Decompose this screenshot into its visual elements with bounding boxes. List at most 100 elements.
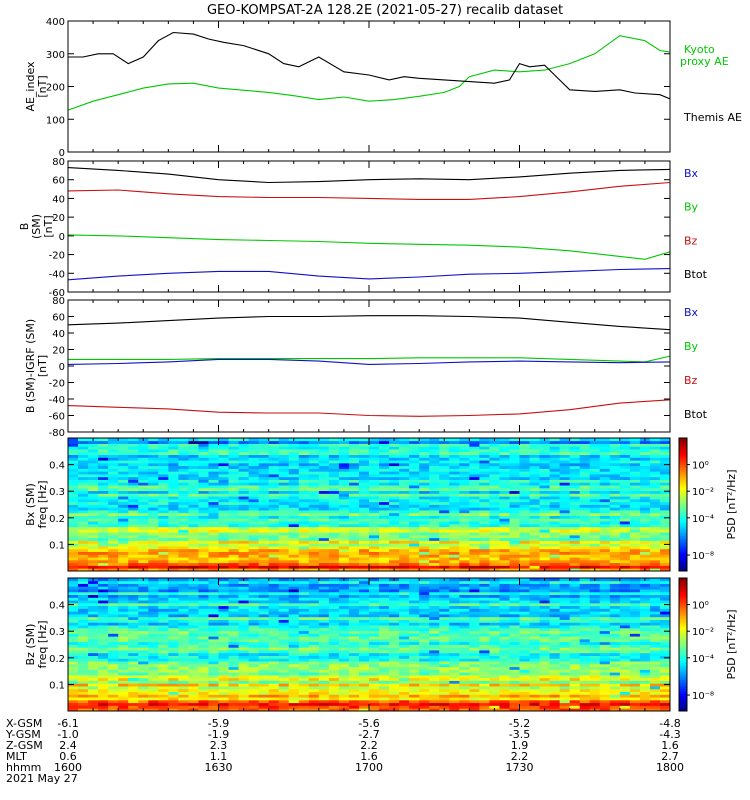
spectrogram-cell <box>188 504 199 508</box>
spectrogram-cell <box>599 482 611 486</box>
spectrogram-cell <box>348 457 360 461</box>
spectrogram-cell <box>118 462 129 467</box>
spectrogram-cell <box>288 482 300 486</box>
spectrogram-cell <box>238 532 249 536</box>
spectrogram-cell <box>569 548 581 552</box>
spectrogram-cell <box>138 546 149 550</box>
spectrogram-cell <box>499 663 510 668</box>
spectrogram-cell <box>228 526 239 530</box>
spectrogram-cell <box>619 655 631 659</box>
spectrogram-cell <box>118 697 129 701</box>
spectrogram-cell <box>308 476 320 480</box>
spectrogram-cell <box>78 468 89 472</box>
spectrogram-cell <box>178 490 189 494</box>
spectrogram-cell <box>629 641 641 645</box>
y-axis-label-part: [nT] <box>42 215 55 237</box>
spectrogram-cell <box>519 702 530 706</box>
spectrogram-cell <box>429 540 440 544</box>
spectrogram-cell <box>379 548 390 552</box>
spectrogram-cell <box>479 680 490 684</box>
spectrogram-cell <box>659 568 671 572</box>
spectrogram-cell <box>419 474 430 478</box>
spectrogram-cell <box>499 496 510 500</box>
spectrogram-cell <box>629 529 641 533</box>
spectrogram-cell <box>128 515 139 519</box>
spectrogram-cell <box>629 546 641 550</box>
spectrogram-cell <box>298 708 310 712</box>
spectrogram-cell <box>469 501 480 505</box>
spectrogram-cell <box>369 702 380 706</box>
spectrogram-cell <box>268 493 280 497</box>
spectrogram-cell <box>499 501 510 505</box>
spectrogram-cell <box>278 708 290 712</box>
spectrogram-cell <box>198 490 209 494</box>
spectrogram-cell <box>529 546 540 550</box>
spectrogram-cell <box>449 534 460 539</box>
spectrogram-cell <box>579 540 591 544</box>
spectrogram-cell <box>539 554 550 558</box>
series-line-by <box>67 234 671 260</box>
spectrogram-cell <box>589 446 601 450</box>
spectrogram-cell <box>218 650 229 654</box>
spectrogram-cell <box>459 443 470 447</box>
colorbar-step <box>679 497 687 501</box>
spectrogram-cell <box>348 568 360 572</box>
spectrogram-cell <box>439 655 450 659</box>
spectrogram-cell <box>268 548 280 552</box>
spectrogram-cell <box>68 504 79 508</box>
spectrogram-cell <box>338 650 350 654</box>
spectrogram-cell <box>78 636 89 640</box>
spectrogram-cell <box>328 677 340 681</box>
spectrogram-cell <box>288 451 300 456</box>
spectrogram-cell <box>409 638 420 643</box>
spectrogram-cell <box>238 647 249 651</box>
spectrogram-cell <box>108 694 119 698</box>
spectrogram-cell <box>78 658 89 662</box>
spectrogram-cell <box>298 504 310 508</box>
spectrogram-cell <box>449 454 460 458</box>
spectrogram-cell <box>559 443 571 447</box>
spectrogram-cell <box>168 443 179 447</box>
spectrogram-cell <box>399 641 410 645</box>
spectrogram-cell <box>138 557 149 561</box>
spectrogram-cell <box>419 546 430 550</box>
spectrogram-cell <box>499 510 510 514</box>
spectrogram-cell <box>369 507 380 511</box>
spectrogram-cell <box>318 510 330 514</box>
spectrogram-cell <box>409 699 420 704</box>
spectrogram-cell <box>198 468 209 472</box>
spectrogram-cell <box>258 534 270 539</box>
spectrogram-cell <box>288 510 300 514</box>
spectrogram-cell <box>439 532 450 536</box>
spectrogram-cell <box>288 546 300 550</box>
colorbar-step <box>679 471 687 474</box>
spectrogram-cell <box>529 496 540 500</box>
spectrogram-cell <box>369 548 380 552</box>
spectrogram-cell <box>399 476 410 480</box>
spectrogram-cell <box>439 521 450 525</box>
spectrogram-cell <box>218 655 229 659</box>
spectrogram-cell <box>409 644 420 648</box>
spectrogram-cell <box>499 658 510 662</box>
spectrogram-cell <box>609 465 621 469</box>
spectrogram-cell <box>128 663 139 668</box>
spectrogram-cell <box>529 568 540 572</box>
spectrogram-cell <box>188 666 199 670</box>
spectrogram-cell <box>198 686 209 690</box>
spectrogram-cell <box>599 512 611 516</box>
spectrogram-cell <box>208 471 219 475</box>
spectrogram-cell <box>328 518 340 522</box>
spectrogram-cell <box>168 507 179 511</box>
spectrogram-cell <box>659 686 671 690</box>
spectrogram-cell <box>198 534 209 539</box>
spectrogram-cell <box>178 546 189 550</box>
spectrogram-cell <box>318 559 330 564</box>
spectrogram-cell <box>338 699 350 704</box>
spectrogram-cell <box>449 636 460 640</box>
spectrogram-cell <box>108 686 119 690</box>
spectrogram-cell <box>288 440 300 444</box>
spectrogram-cell <box>348 702 360 706</box>
spectrogram-cell <box>278 688 290 692</box>
spectrogram-cell <box>198 638 209 643</box>
spectrogram-cell <box>579 661 591 665</box>
